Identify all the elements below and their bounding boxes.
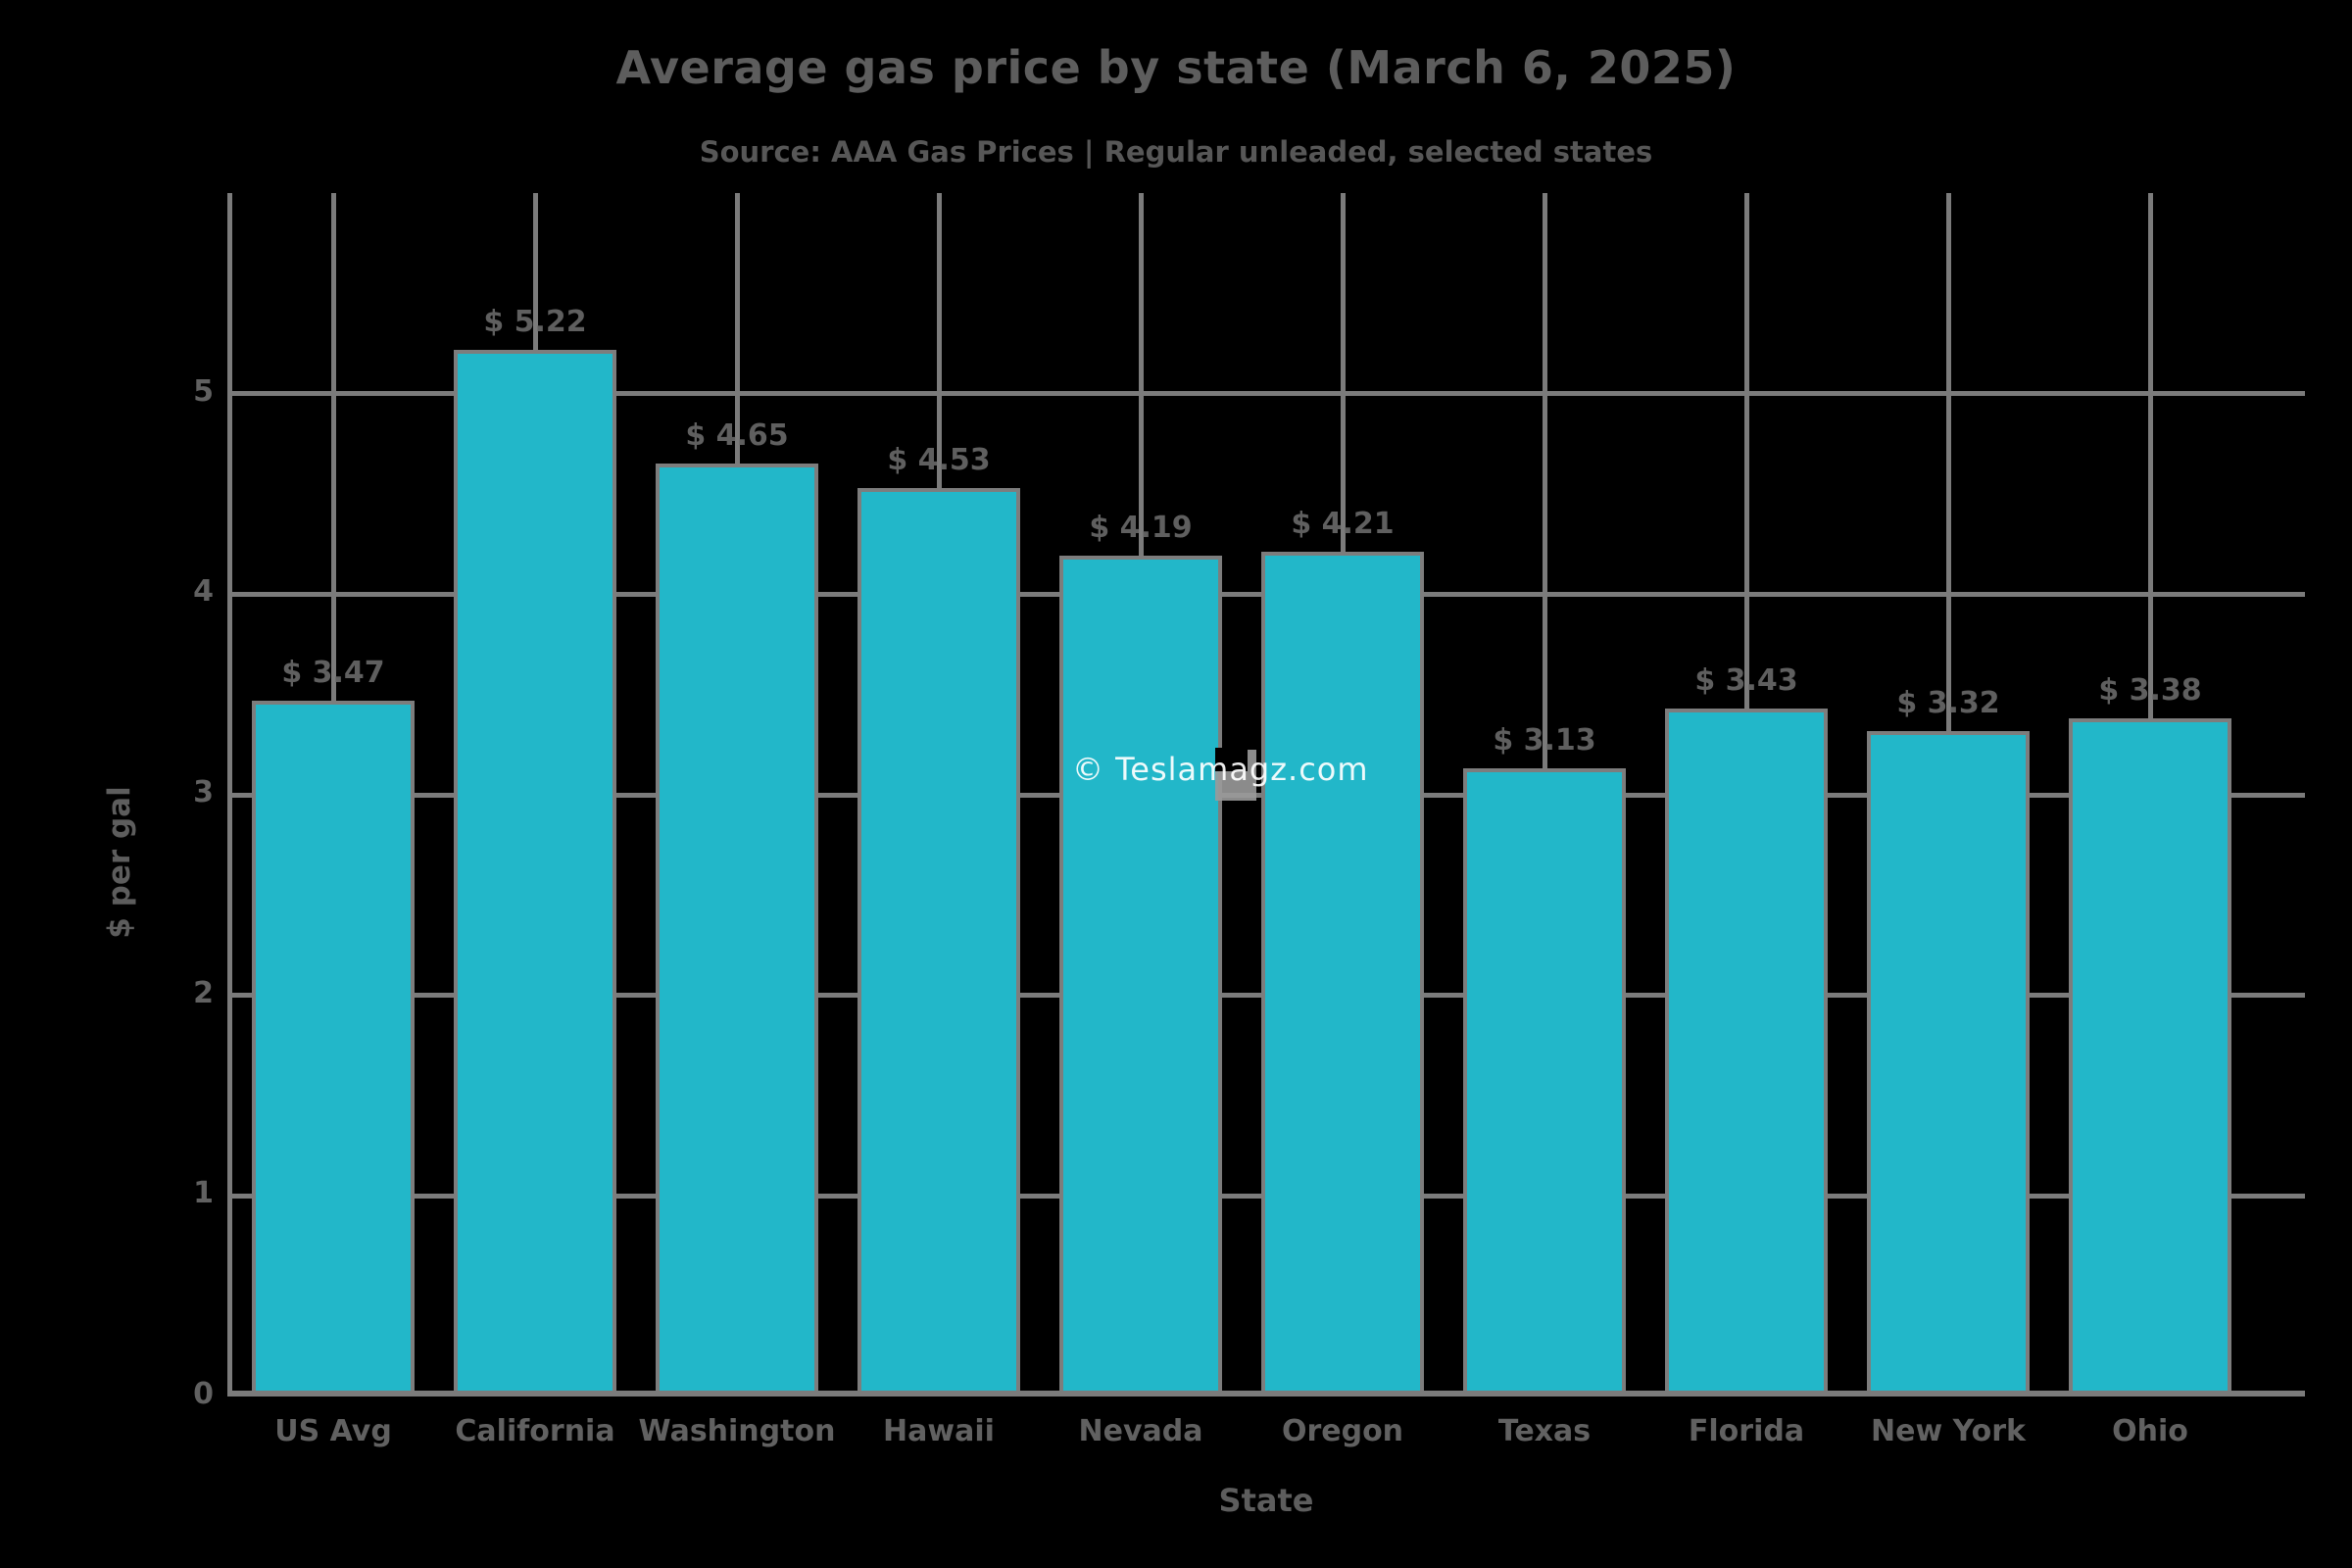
y-tick-label: 3	[193, 775, 214, 809]
y-gridline	[227, 391, 2305, 397]
bar-value-label: $ 4.21	[1291, 507, 1395, 542]
plot-area: 0 1 2 3 4 5 $ 3.47 US Avg $ 5.22 California $ 4.65…	[193, 193, 2305, 1448]
x-axis-line	[227, 1391, 2305, 1396]
bar	[1463, 768, 1626, 1396]
y-tick-label: 4	[193, 574, 214, 610]
x-tick-label: Texas	[1497, 1414, 1592, 1448]
y-axis-title: $ per gal	[102, 786, 137, 939]
bar	[454, 349, 616, 1396]
chart-subtitle: Source: AAA Gas Prices | Regular unleade…	[699, 135, 1653, 169]
y-tick-label: 5	[193, 373, 214, 409]
x-tick-label: Nevada	[1078, 1414, 1203, 1448]
bar-value-label: $ 3.38	[2098, 673, 2202, 709]
bar	[858, 487, 1020, 1396]
y-tick-label: 1	[193, 1176, 214, 1211]
y-tick-label: 2	[193, 975, 214, 1010]
bar	[2069, 718, 2231, 1396]
bar-value-label: $ 3.43	[1694, 662, 1798, 698]
x-tick-label: New York	[1871, 1414, 2026, 1448]
chart-title: Average gas price by state (March 6, 202…	[615, 41, 1737, 94]
x-tick-label: Hawaii	[883, 1414, 995, 1448]
bar-value-label: $ 3.13	[1493, 723, 1596, 759]
bar	[252, 700, 415, 1396]
y-tick-label: 0	[193, 1377, 214, 1411]
watermark-artifact-square	[1215, 748, 1248, 771]
bar-value-label: $ 4.65	[685, 418, 789, 454]
bar-value-label: $ 3.47	[281, 655, 385, 690]
bar	[1261, 552, 1424, 1396]
watermark-text: © Teslamagz.com	[1072, 751, 1369, 788]
bar	[1867, 730, 2030, 1396]
x-tick-label: Ohio	[2112, 1414, 2188, 1448]
bar-value-label: $ 4.19	[1089, 511, 1193, 546]
bar	[1059, 556, 1222, 1396]
x-tick-label: Washington	[638, 1414, 836, 1448]
x-tick-label: US Avg	[274, 1414, 392, 1448]
bar	[656, 464, 818, 1396]
bar-value-label: $ 3.32	[1896, 685, 2000, 720]
x-tick-label: Florida	[1688, 1414, 1805, 1448]
x-tick-label: Oregon	[1281, 1414, 1404, 1448]
bar-value-label: $ 4.53	[887, 442, 991, 477]
bar-value-label: $ 5.22	[483, 304, 587, 339]
bar	[1665, 709, 1828, 1396]
x-axis-title: State	[1218, 1482, 1314, 1519]
x-tick-label: California	[455, 1414, 615, 1448]
